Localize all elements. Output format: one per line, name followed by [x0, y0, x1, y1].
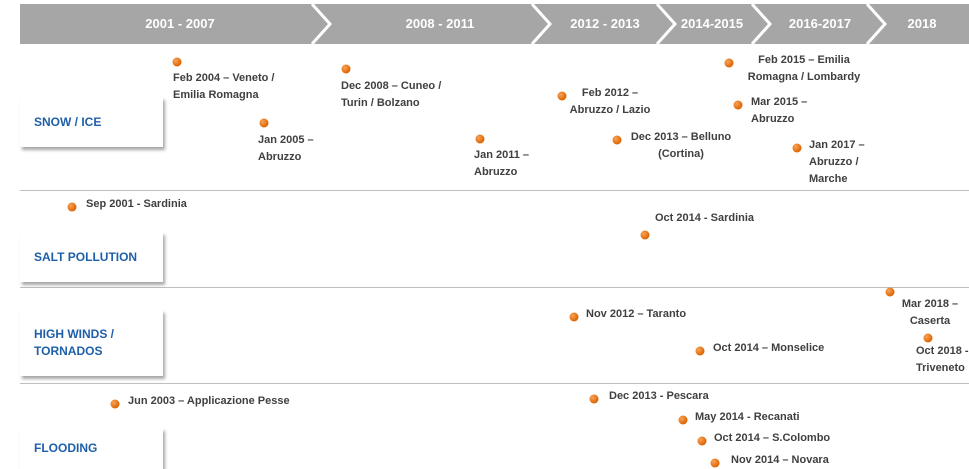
event-label: Oct 2014 – S.Colombo [714, 430, 830, 447]
event-dot [792, 143, 802, 153]
event-line: Turin / Bolzano [341, 97, 420, 109]
event-label: Nov 2012 – Taranto [586, 306, 686, 323]
event-line: Abruzzo [751, 113, 795, 125]
period-label: 2014-2015 [680, 16, 744, 31]
event-line: Abruzzo / Lazio [569, 104, 651, 116]
event-line: Abruzzo / [809, 156, 859, 168]
chevrons [310, 2, 888, 46]
event-dot [923, 333, 933, 343]
row-label: HIGH WINDS / TORNADOS [20, 310, 163, 376]
event-label: Dec 2013 - Pescara [609, 388, 709, 405]
row-separator [20, 287, 969, 288]
event-line: May 2014 - Recanati [695, 411, 800, 423]
event-dot [678, 415, 688, 425]
row-label-text: SNOW / ICE [34, 114, 102, 129]
event-label: Dec 2013 – Belluno (Cortina) [631, 129, 731, 163]
row-label: SALT POLLUTION [20, 232, 163, 282]
event-label: Mar 2015 – Abruzzo [751, 94, 807, 128]
period-label: 2012 - 2013 [570, 16, 640, 31]
event-line: Jan 2011 – [474, 149, 530, 161]
event-line: Mar 2018 – [901, 298, 959, 310]
event-label: May 2014 - Recanati [695, 409, 800, 426]
event-line: Marche [809, 173, 848, 185]
event-line: Caserta [909, 315, 951, 327]
event-line: Abruzzo [474, 166, 518, 178]
event-label: Oct 2018 - Triveneto [916, 343, 969, 377]
period-label: 2001 - 2007 [145, 16, 215, 31]
event-label: Oct 2014 - Sardinia [655, 210, 754, 227]
event-dot [259, 118, 269, 128]
header-bg [20, 4, 969, 44]
event-dot [612, 135, 622, 145]
event-line: Feb 2012 – [581, 87, 639, 99]
event-dot [67, 202, 77, 212]
event-dot [341, 64, 351, 74]
event-dot [733, 100, 743, 110]
event-label: Feb 2015 – Emilia Romagna / Lombardy [748, 52, 860, 86]
event-label: Feb 2012 – Abruzzo / Lazio [570, 85, 651, 119]
event-label: Feb 2004 – Veneto / Emilia Romagna [173, 70, 275, 104]
event-dot [475, 134, 485, 144]
event-line: Dec 2013 - Pescara [609, 390, 709, 402]
event-line: Mar 2015 – [751, 96, 808, 108]
event-line: Dec 2013 – Belluno [630, 131, 732, 143]
event-line: Jan 2005 – [258, 134, 314, 146]
event-line: Oct 2014 - Sardinia [655, 212, 755, 224]
event-line: Emilia Romagna [173, 89, 259, 101]
event-label: Nov 2014 – Novara [731, 452, 829, 469]
row-label-text: HIGH WINDS / TORNADOS [34, 327, 114, 358]
event-label: Jun 2003 – Applicazione Pesse [128, 393, 290, 410]
event-dot [710, 458, 720, 468]
event-label: Jan 2011 – Abruzzo [474, 147, 529, 181]
event-dot [557, 91, 567, 101]
event-line: Feb 2004 – Veneto / [173, 72, 275, 84]
row-label: SNOW / ICE [20, 97, 163, 147]
event-label: Mar 2018 – Caserta [902, 296, 958, 330]
event-dot [569, 312, 579, 322]
event-label: Jan 2017 – Abruzzo / Marche [809, 137, 865, 188]
event-line: Triveneto [916, 362, 965, 374]
event-line: Oct 2018 - [916, 345, 969, 357]
event-line: Oct 2014 – S.Colombo [714, 432, 831, 444]
event-dot [172, 57, 182, 67]
event-label: Sep 2001 - Sardinia [86, 196, 187, 213]
row-label: FLOODING [20, 428, 163, 469]
event-line: Jun 2003 – Applicazione Pesse [128, 395, 290, 407]
event-label: Oct 2014 – Monselice [713, 340, 824, 357]
period-label: 2018 [907, 16, 937, 31]
event-dot [885, 287, 895, 297]
event-line: Nov 2014 – Novara [731, 454, 829, 466]
event-label: Dec 2008 – Cuneo / Turin / Bolzano [341, 78, 441, 112]
event-line: Dec 2008 – Cuneo / [341, 80, 442, 92]
event-line: Romagna / Lombardy [747, 71, 861, 83]
event-dot [110, 399, 120, 409]
row-separator [20, 383, 969, 384]
event-line: Feb 2015 – Emilia [758, 54, 850, 66]
header-bar [20, 2, 969, 46]
event-line: Abruzzo [258, 151, 302, 163]
row-label-text: FLOODING [34, 441, 98, 455]
row-separator [20, 190, 969, 191]
event-line: Jan 2017 – [809, 139, 865, 151]
event-line: Nov 2012 – Taranto [586, 308, 687, 320]
row-label-text: SALT POLLUTION [34, 249, 138, 264]
event-dot [697, 436, 707, 446]
event-dot [695, 346, 705, 356]
event-line: Sep 2001 - Sardinia [86, 198, 187, 210]
event-label: Jan 2005 – Abruzzo [258, 132, 314, 166]
event-dot [589, 394, 599, 404]
event-line: Oct 2014 – Monselice [713, 342, 825, 354]
event-line: (Cortina) [658, 148, 704, 160]
period-label: 2008 - 2011 [405, 16, 475, 31]
event-dot [640, 230, 650, 240]
period-label: 2016-2017 [788, 16, 852, 31]
event-dot [724, 58, 734, 68]
